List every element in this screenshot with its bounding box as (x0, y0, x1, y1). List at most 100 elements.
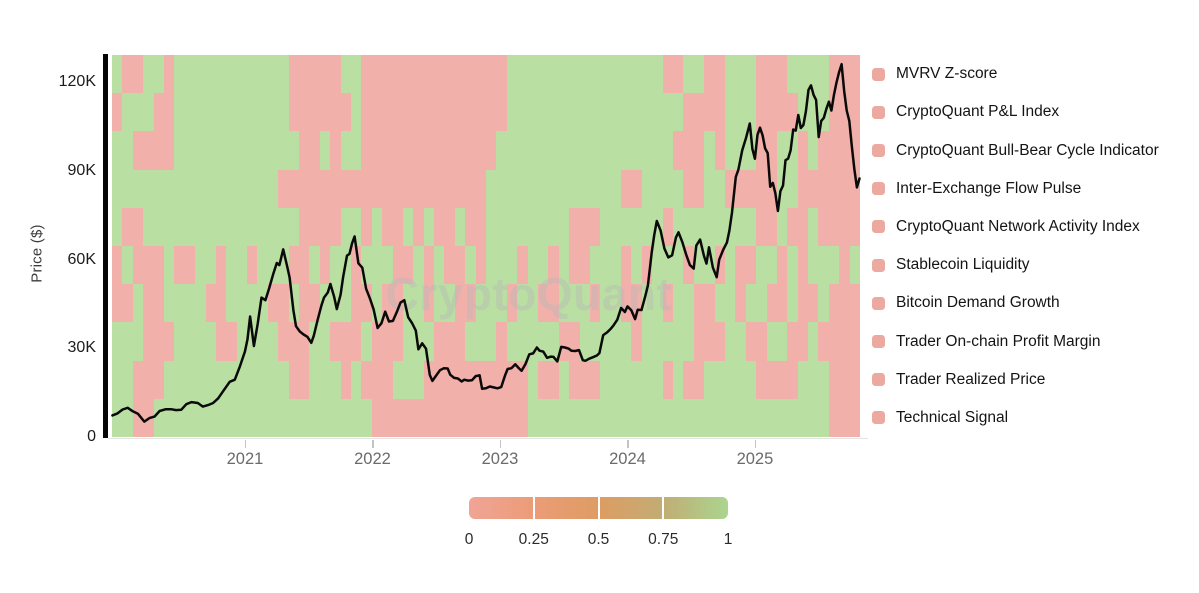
heatmap-cell (527, 360, 538, 399)
heatmap-cell (112, 360, 123, 399)
heatmap-cell (631, 246, 642, 285)
heatmap-cell (226, 207, 237, 246)
heatmap-cell (205, 169, 216, 208)
heatmap-cell (776, 207, 788, 246)
heatmap-cell (423, 55, 435, 94)
heatmap-cell (226, 360, 237, 399)
legend-item[interactable]: CryptoQuant Network Activity Index (872, 218, 1140, 236)
heatmap-cell (174, 322, 185, 361)
heatmap-cell (631, 55, 642, 94)
heatmap-cell (309, 207, 320, 246)
heatmap-cell (195, 322, 206, 361)
heatmap-cell (454, 284, 466, 323)
heatmap-cell (693, 246, 705, 285)
heatmap-cell (195, 284, 206, 323)
heatmap-cell (766, 398, 777, 437)
heatmap-cell (776, 322, 788, 361)
heatmap-cell (787, 131, 798, 170)
heatmap-cell (215, 169, 227, 208)
plot-area[interactable]: CryptoQuant (111, 55, 861, 437)
heatmap-cell (558, 360, 570, 399)
heatmap-cell (766, 169, 777, 208)
heatmap-cell (745, 322, 757, 361)
heatmap-cell (527, 169, 538, 208)
heatmap-cell (818, 207, 829, 246)
heatmap-cell (787, 360, 798, 399)
heatmap-cell (184, 55, 196, 94)
heatmap-cell (454, 322, 466, 361)
heatmap-cell (475, 93, 486, 132)
heatmap-cell (143, 93, 154, 132)
x-tick-mark (754, 440, 757, 448)
heatmap-cell (714, 93, 725, 132)
heatmap-cell (454, 398, 466, 437)
heatmap-cell (226, 169, 237, 208)
heatmap-cell (756, 284, 767, 323)
heatmap-cell (569, 246, 580, 285)
legend-item[interactable]: Bitcoin Demand Growth (872, 294, 1060, 312)
heatmap-cell (537, 55, 549, 94)
heatmap-cell (797, 93, 809, 132)
heatmap-cell (704, 322, 715, 361)
legend-swatch-icon (872, 411, 885, 425)
heatmap-cell (236, 131, 248, 170)
legend-item[interactable]: Technical Signal (872, 409, 1008, 427)
legend-item[interactable]: MVRV Z-score (872, 65, 997, 83)
heatmap-cell (226, 398, 237, 437)
legend-item-label: CryptoQuant Network Activity Index (896, 217, 1140, 235)
legend-swatch-icon (872, 182, 885, 196)
heatmap-cell (600, 93, 611, 132)
heatmap-cell (558, 246, 570, 285)
heatmap-cell (350, 360, 362, 399)
heatmap-cell (579, 93, 590, 132)
heatmap-cell (267, 169, 279, 208)
heatmap-cell (434, 169, 445, 208)
heatmap-cell (745, 246, 757, 285)
heatmap-cell (735, 284, 746, 323)
legend-swatch-icon (872, 220, 885, 234)
heatmap-cell (839, 360, 850, 399)
heatmap-cell (444, 93, 455, 132)
heatmap-cell (621, 246, 632, 285)
legend-item[interactable]: CryptoQuant Bull-Bear Cycle Indicator (872, 142, 1159, 160)
heatmap-cell (132, 169, 144, 208)
legend-item-label: Inter-Exchange Flow Pulse (896, 179, 1082, 197)
heatmap-cell (569, 322, 580, 361)
heatmap-cell (215, 322, 227, 361)
heatmap-cell (776, 360, 788, 399)
legend-swatch-icon (872, 144, 885, 157)
heatmap-cell (423, 360, 435, 399)
heatmap-cell (735, 360, 746, 399)
heatmap-cell (309, 284, 320, 323)
heatmap-cell (454, 169, 466, 208)
legend-item[interactable]: Trader On-chain Profit Margin (872, 333, 1100, 351)
heatmap-cell (724, 93, 736, 132)
legend-item[interactable]: Inter-Exchange Flow Pulse (872, 180, 1081, 198)
heatmap-cell (413, 93, 424, 132)
legend-item[interactable]: CryptoQuant P&L Index (872, 103, 1059, 121)
heatmap-cell (662, 207, 673, 246)
heatmap-cell (517, 93, 528, 132)
heatmap-cell (641, 284, 653, 323)
heatmap-cell (579, 246, 590, 285)
heatmap-cell (839, 284, 850, 323)
legend-item[interactable]: Stablecoin Liquidity (872, 256, 1030, 274)
legend-item[interactable]: Trader Realized Price (872, 371, 1045, 389)
heatmap-cell (506, 284, 518, 323)
heatmap-cell (610, 207, 622, 246)
heatmap-cell (818, 93, 829, 132)
heatmap-cell (132, 55, 144, 94)
heatmap-cell (371, 93, 383, 132)
heatmap-cell (756, 360, 767, 399)
heatmap-cell (849, 131, 860, 170)
heatmap-cell (558, 322, 570, 361)
heatmap-cell (652, 322, 663, 361)
heatmap-cell (423, 207, 435, 246)
heatmap-cell (537, 93, 549, 132)
heatmap-cell (621, 55, 632, 94)
heatmap-cell (184, 322, 196, 361)
heatmap-cell (257, 246, 268, 285)
heatmap-cell (776, 246, 788, 285)
legend-item-label: CryptoQuant P&L Index (896, 103, 1060, 121)
